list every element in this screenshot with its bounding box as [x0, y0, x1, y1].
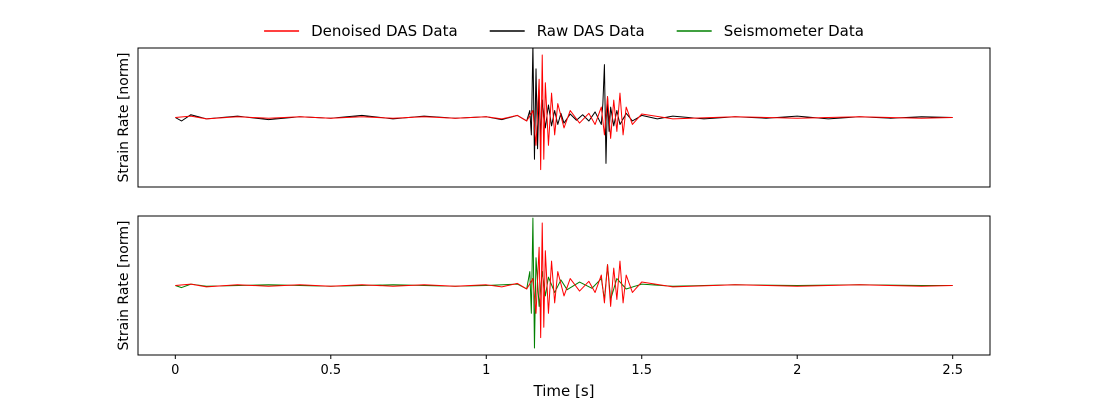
y-axis-label-panel-1: Strain Rate [norm] — [116, 221, 132, 351]
x-tick-label: 0 — [171, 363, 179, 378]
series-line-denoised-das-data-panel-0 — [175, 54, 953, 171]
legend: Denoised DAS Data Raw DAS Data Seismometer… — [264, 22, 864, 40]
legend-label-raw-das-data: Raw DAS Data — [537, 22, 645, 40]
x-tick-label: 0.5 — [320, 363, 341, 378]
plot-frame-panel-0 — [137, 47, 991, 188]
series-line-denoised-das-data-panel-1 — [175, 222, 953, 339]
panel-top: Strain Rate [norm] — [116, 47, 991, 188]
x-tick-label: 2 — [793, 363, 801, 378]
x-axis: 0 0.5 1 1.5 2 2.5 — [171, 355, 963, 378]
legend-label-denoised-das-data: Denoised DAS Data — [311, 22, 458, 40]
series-line-seismometer-data-panel-1 — [175, 217, 953, 349]
legend-label-seismometer-data: Seismometer Data — [724, 22, 864, 40]
y-axis-label-panel-0: Strain Rate [norm] — [116, 53, 132, 183]
series-line-raw-das-data-panel-0 — [175, 48, 953, 164]
panel-bottom: Strain Rate [norm] — [116, 215, 991, 356]
plot-frame-panel-1 — [137, 215, 991, 356]
x-axis-label: Time [s] — [533, 382, 595, 400]
x-tick-label: 1.5 — [631, 363, 652, 378]
x-tick-label: 2.5 — [942, 363, 963, 378]
x-tick-label: 1 — [482, 363, 490, 378]
